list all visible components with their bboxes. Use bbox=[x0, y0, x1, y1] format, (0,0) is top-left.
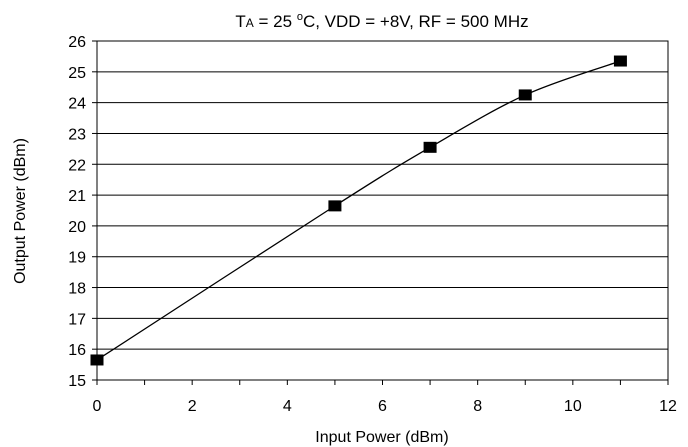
y-tick-label: 18 bbox=[68, 281, 86, 298]
y-axis-title: Output Power (dBm) bbox=[12, 138, 29, 284]
x-tick-label: 6 bbox=[378, 398, 387, 415]
x-tick-label: 0 bbox=[93, 398, 102, 415]
y-tick-label: 16 bbox=[68, 342, 86, 359]
x-tick-labels: 0 2 4 6 8 10 12 bbox=[93, 398, 677, 415]
data-point-marker bbox=[613, 55, 627, 67]
x-tick-label: 2 bbox=[188, 398, 197, 415]
y-tick-label: 19 bbox=[68, 250, 86, 267]
y-tick-label: 23 bbox=[68, 126, 86, 143]
x-tick-label: 8 bbox=[473, 398, 482, 415]
y-tick-label: 22 bbox=[68, 157, 86, 174]
axis-ticks bbox=[92, 40, 669, 385]
x-tick-label: 4 bbox=[283, 398, 292, 415]
data-point-marker bbox=[423, 141, 437, 153]
title-sub: A bbox=[246, 16, 254, 30]
y-tick-label: 15 bbox=[68, 373, 86, 390]
data-point-marker bbox=[90, 354, 104, 366]
title-t: T bbox=[235, 12, 245, 31]
y-tick-label: 25 bbox=[68, 65, 86, 82]
y-tick-label: 26 bbox=[68, 34, 86, 51]
x-axis-title: Input Power (dBm) bbox=[315, 429, 448, 446]
title-degree: o bbox=[297, 11, 303, 23]
x-tick-label: 12 bbox=[659, 398, 677, 415]
title-mid: = 25 bbox=[254, 12, 297, 31]
y-tick-labels: 15 16 17 18 19 20 21 22 23 24 25 26 bbox=[68, 34, 86, 390]
series-output-power bbox=[90, 55, 627, 366]
chart-title: TA = 25 oC, VDD = +8V, RF = 500 MHz bbox=[235, 11, 528, 31]
data-point-marker bbox=[518, 89, 532, 101]
series-line bbox=[96, 60, 621, 361]
y-tick-label: 17 bbox=[68, 311, 86, 328]
gridlines bbox=[97, 71, 668, 350]
x-tick-label: 10 bbox=[564, 398, 582, 415]
y-tick-label: 20 bbox=[68, 219, 86, 236]
plot-area bbox=[96, 40, 669, 381]
y-tick-label: 21 bbox=[68, 188, 86, 205]
data-point-marker bbox=[328, 200, 342, 212]
y-tick-label: 24 bbox=[68, 96, 86, 113]
title-rest: C, VDD = +8V, RF = 500 MHz bbox=[303, 12, 529, 31]
